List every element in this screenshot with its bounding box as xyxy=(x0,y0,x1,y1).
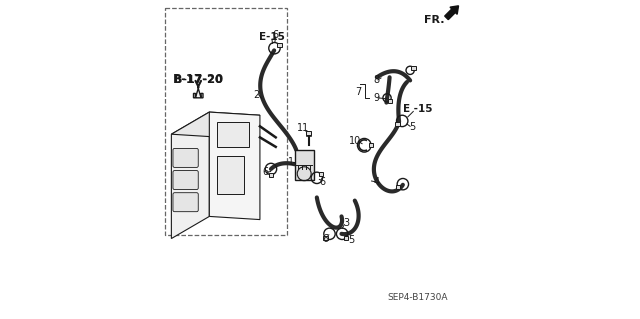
FancyBboxPatch shape xyxy=(319,172,323,176)
FancyBboxPatch shape xyxy=(269,173,273,177)
Text: E-15: E-15 xyxy=(259,32,285,42)
Text: 6: 6 xyxy=(319,177,326,187)
Text: 10: 10 xyxy=(349,136,361,145)
Text: SEP4-B1730A: SEP4-B1730A xyxy=(388,293,448,301)
Bar xyxy=(217,156,244,194)
Text: B-17-20: B-17-20 xyxy=(174,75,223,85)
Polygon shape xyxy=(209,112,260,219)
Text: 5: 5 xyxy=(409,122,415,132)
FancyBboxPatch shape xyxy=(369,143,373,147)
Text: 1: 1 xyxy=(288,157,294,167)
FancyBboxPatch shape xyxy=(173,148,198,167)
FancyBboxPatch shape xyxy=(323,236,328,240)
Polygon shape xyxy=(172,112,209,239)
Text: E -15: E -15 xyxy=(403,104,432,114)
FancyBboxPatch shape xyxy=(412,66,416,70)
FancyBboxPatch shape xyxy=(307,131,312,135)
Polygon shape xyxy=(193,88,203,98)
Text: 3: 3 xyxy=(343,218,349,228)
Bar xyxy=(217,122,249,147)
Text: 9: 9 xyxy=(373,93,379,103)
Text: 6: 6 xyxy=(273,30,279,40)
FancyBboxPatch shape xyxy=(173,171,198,189)
Text: 5: 5 xyxy=(348,234,354,244)
Text: 8: 8 xyxy=(373,75,379,85)
FancyBboxPatch shape xyxy=(396,185,400,189)
FancyBboxPatch shape xyxy=(344,236,348,240)
Text: 6: 6 xyxy=(262,167,269,177)
FancyBboxPatch shape xyxy=(277,43,282,47)
Text: B-17-20: B-17-20 xyxy=(173,73,224,86)
Text: FR.: FR. xyxy=(424,15,444,25)
Text: 11: 11 xyxy=(297,123,309,133)
Text: 6: 6 xyxy=(323,234,328,244)
Polygon shape xyxy=(172,112,260,137)
FancyBboxPatch shape xyxy=(388,99,392,103)
FancyArrow shape xyxy=(445,6,458,20)
Text: 7: 7 xyxy=(355,86,361,97)
FancyBboxPatch shape xyxy=(395,122,399,126)
Bar xyxy=(165,8,287,235)
Text: 4: 4 xyxy=(374,177,380,187)
Text: 2: 2 xyxy=(253,90,260,100)
FancyBboxPatch shape xyxy=(173,193,198,212)
Bar xyxy=(294,150,314,180)
